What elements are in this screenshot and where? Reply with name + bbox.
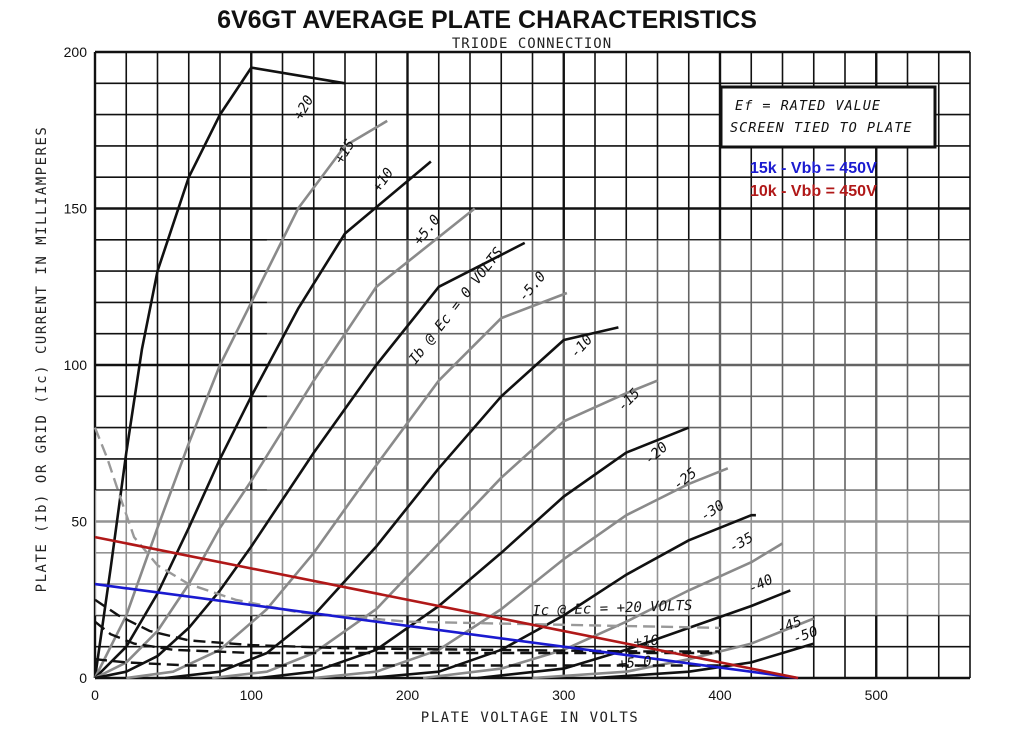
note-box-frame — [719, 85, 937, 149]
axis-ticks: 0 100 200 300 400 500 0 50 100 150 200 — [64, 44, 889, 703]
plate-curve-label: +10 — [370, 165, 398, 195]
gray-wash — [95, 239, 970, 616]
x-axis-label: PLATE VOLTAGE IN VOLTS — [421, 710, 639, 726]
y-tick-label: 150 — [64, 201, 88, 217]
legend-10k: 10k - Vbb = 450V — [750, 183, 877, 200]
x-tick-label: 300 — [552, 687, 576, 703]
grid-curve-label: +5.0 — [617, 654, 652, 673]
y-axis-label: PLATE (Ib) OR GRID (Ic) CURRENT IN MILLI… — [34, 126, 50, 593]
plate-curve — [258, 426, 690, 680]
plate-curve — [313, 467, 729, 680]
grid-curve-label: Ic @ Ec = +20 VOLTS — [532, 598, 693, 620]
plate-curve — [93, 119, 388, 679]
note-line-2: SCREEN TIED TO PLATE — [730, 120, 913, 136]
note-box: Ef = RATED VALUE SCREEN TIED TO PLATE — [719, 85, 937, 149]
grid-curve-label: +10 — [633, 633, 660, 651]
x-tick-label: 100 — [240, 687, 264, 703]
y-tick-label: 0 — [79, 670, 87, 686]
grid-current-curve — [94, 658, 720, 667]
y-tick-label: 50 — [71, 514, 87, 530]
plate-curve — [165, 326, 619, 680]
plate-curve — [94, 207, 476, 680]
wash-band-upper — [266, 239, 970, 491]
chart-title: 6V6GT AVERAGE PLATE CHARACTERISTICS — [217, 6, 757, 34]
plate-curve — [368, 513, 756, 680]
grid-current-curve — [94, 620, 720, 655]
load-line — [94, 582, 799, 680]
load-lines — [94, 535, 799, 680]
x-tick-label: 0 — [91, 687, 99, 703]
grid-current-curve — [93, 427, 721, 630]
plate-curve — [93, 66, 346, 679]
x-tick-label: 500 — [865, 687, 889, 703]
x-tick-label: 200 — [396, 687, 420, 703]
plate-curve — [532, 617, 815, 680]
y-tick-label: 100 — [64, 357, 88, 373]
plate-curve — [94, 160, 432, 679]
curves — [93, 66, 815, 680]
legend-15k: 15k - Vbb = 450V — [750, 160, 877, 177]
y-tick-label: 200 — [64, 44, 88, 60]
load-line — [94, 535, 799, 680]
plate-curve — [422, 542, 784, 680]
x-tick-label: 400 — [708, 687, 732, 703]
plate-curve — [477, 589, 791, 680]
note-line-1: Ef = RATED VALUE — [735, 98, 881, 114]
chart-subtitle: TRIODE CONNECTION — [452, 36, 612, 52]
wash-band-lower — [95, 490, 970, 616]
